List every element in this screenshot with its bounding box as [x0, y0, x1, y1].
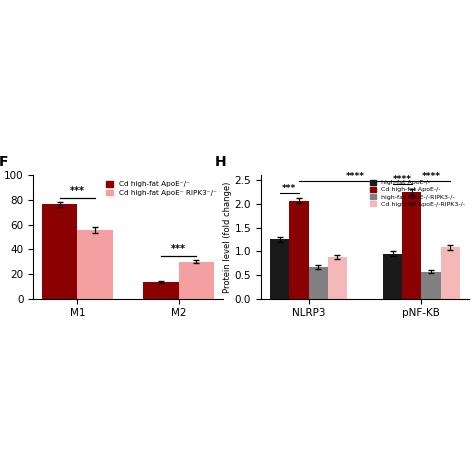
Bar [383, 254, 402, 299]
Text: ***: *** [171, 244, 186, 254]
Bar [441, 247, 460, 299]
Bar [289, 201, 309, 299]
Bar [42, 204, 77, 299]
Bar [402, 192, 421, 299]
Legend: Cd high-fat ApoE⁻/⁻, Cd high-fat ApoE⁻ RIPK3⁻/⁻: Cd high-fat ApoE⁻/⁻, Cd high-fat ApoE⁻ R… [104, 179, 219, 198]
Bar [77, 229, 113, 299]
Text: ****: **** [346, 172, 365, 181]
Legend: high-fat ApoE-/-, Cd high-fat ApoE-/-, high-fat ApoE-/-RIPK3-/-, Cd high-fat Apo: high-fat ApoE-/-, Cd high-fat ApoE-/-, h… [368, 179, 466, 208]
Bar [328, 257, 347, 299]
Text: ***: *** [70, 186, 85, 196]
Bar [179, 262, 214, 299]
Text: H: H [215, 155, 227, 169]
Text: F: F [0, 155, 9, 169]
Bar [309, 267, 328, 299]
Y-axis label: Protein level (fold change): Protein level (fold change) [223, 182, 232, 292]
Bar [421, 272, 441, 299]
Text: ****: **** [421, 172, 440, 181]
Bar [143, 282, 179, 299]
Text: ***: *** [282, 184, 297, 193]
Text: ****: **** [393, 175, 412, 184]
Y-axis label: CD86⁺/CD206⁺ of F4/80⁺ area (%): CD86⁺/CD206⁺ of F4/80⁺ area (%) [0, 165, 1, 309]
Bar [270, 239, 289, 299]
